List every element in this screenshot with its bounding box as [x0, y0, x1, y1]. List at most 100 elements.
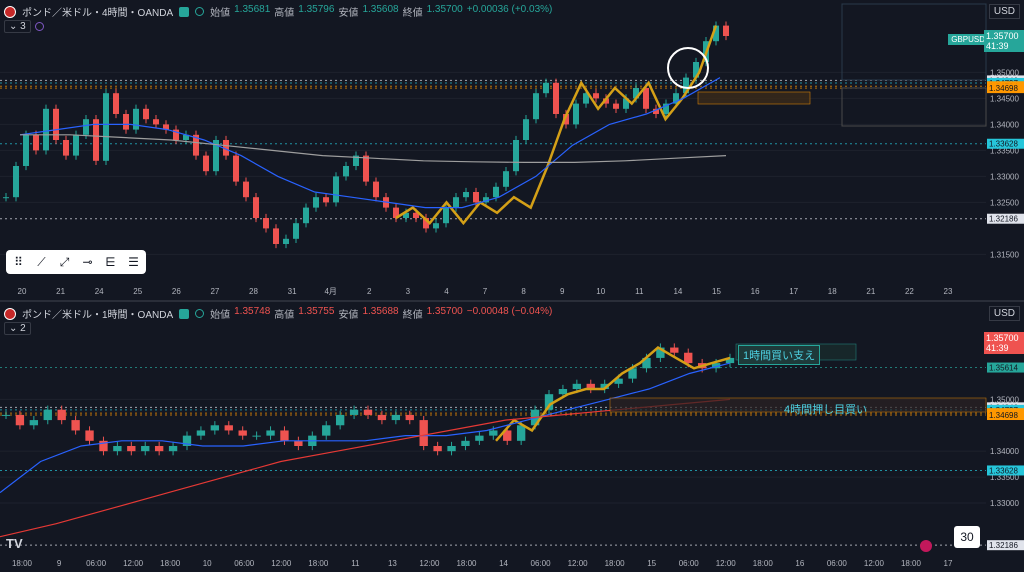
x-tick-label: 18: [828, 287, 837, 296]
chart-pane-1h[interactable]: 1.350001.340001.335001.330001.356141.348…: [0, 302, 1024, 572]
candle-body: [210, 425, 220, 431]
current-price-label: 1.35700 41:39: [984, 332, 1024, 354]
x-tick-label: 4月: [324, 287, 336, 296]
annotation-1h-support[interactable]: 1時間買い支え: [738, 345, 821, 365]
candle-body: [628, 368, 637, 379]
currency-button[interactable]: USD: [988, 4, 1020, 19]
candle-body: [713, 25, 719, 42]
candle-body: [83, 119, 89, 135]
price-label-bg: [987, 465, 1024, 476]
x-tick-label: 18:00: [605, 559, 626, 568]
candle-body: [461, 440, 470, 446]
candle-body: [391, 414, 401, 421]
candle-body: [684, 352, 693, 364]
trendline-tool-icon[interactable]: ⟋: [37, 254, 46, 269]
price-label-bg: [987, 138, 1024, 149]
price-label: 1.34698: [989, 84, 1018, 93]
open-value: 1.35681: [234, 4, 271, 15]
candle-body: [353, 155, 359, 166]
indicator-row: ⌄ 2: [4, 322, 31, 335]
x-tick-label: 12:00: [271, 559, 292, 568]
annotation-4h-dip[interactable]: 4時間押し目買い: [784, 404, 868, 416]
x-tick-label: 18:00: [901, 559, 922, 568]
candle-body: [252, 435, 261, 437]
x-tick-label: 12:00: [864, 559, 885, 568]
y-tick-label: 1.33500: [990, 146, 1019, 155]
candle-body: [113, 93, 119, 114]
drag-handle-icon[interactable]: ⠿: [14, 255, 23, 269]
symbol-title[interactable]: ポンド／米ドル・1時間・OANDA: [22, 310, 174, 321]
candle-body: [196, 430, 206, 436]
candle-body: [453, 197, 459, 208]
fib-tool-icon[interactable]: ⋿: [105, 255, 116, 269]
candle-body: [523, 119, 529, 140]
y-tick-label: 1.34000: [990, 447, 1019, 456]
indicator-count: 2: [20, 323, 26, 334]
candle-body: [323, 197, 329, 203]
low-value: 1.35608: [362, 4, 399, 15]
x-tick-label: 9: [560, 287, 565, 296]
chart-pane-4h[interactable]: 1.35000 1.34500 1.34000 1.33500 1.33000 1.325…: [0, 0, 1024, 300]
corner-number[interactable]: 30: [954, 526, 980, 548]
x-tick-label: 28: [249, 287, 258, 296]
x-tick-label: 4: [444, 287, 449, 296]
candle-body: [544, 394, 554, 410]
ray-tool-icon[interactable]: ⊸: [82, 255, 93, 269]
lines-tool-icon[interactable]: ☰: [128, 255, 139, 269]
candle-body: [63, 140, 69, 156]
currency-button[interactable]: USD: [988, 306, 1020, 321]
x-tick-label: 20: [18, 287, 27, 296]
candle-body: [643, 88, 649, 109]
candle-body: [642, 357, 651, 369]
candle-body: [294, 440, 303, 446]
x-tick-label: 16: [751, 287, 760, 296]
high-value: 1.35755: [298, 306, 335, 317]
y-tick-label: 1.34500: [990, 94, 1019, 103]
candle-body: [133, 108, 139, 130]
x-tick-label: 24: [95, 287, 104, 296]
chart-canvas-4h[interactable]: 1.35000 1.34500 1.34000 1.33500 1.33000 1.325…: [0, 0, 1024, 300]
indicator-icon[interactable]: [34, 22, 44, 31]
candle-body: [656, 347, 665, 358]
candle-body: [489, 430, 498, 436]
x-tick-label: 18:00: [308, 559, 329, 568]
indicator-toggle[interactable]: ⌄ 3: [4, 20, 31, 33]
close-value: 1.35700: [426, 306, 463, 317]
x-tick-label: 26: [172, 287, 181, 296]
x-tick-label: 21: [56, 287, 65, 296]
indicator-count: 3: [20, 21, 26, 32]
price-label: 1.33628: [989, 466, 1018, 475]
price-label: 1.35614: [989, 364, 1018, 373]
indicator-toggle[interactable]: ⌄ 2: [4, 322, 31, 335]
candle-body: [373, 181, 379, 198]
candle-body: [3, 197, 9, 199]
x-tick-label: 12:00: [568, 559, 589, 568]
candle-body: [73, 134, 79, 156]
current-price: 1.35700: [986, 31, 1019, 41]
chart-canvas-1h[interactable]: 1.350001.340001.335001.330001.356141.348…: [0, 302, 1024, 572]
swing-line: [495, 345, 731, 442]
candle-body: [333, 176, 339, 203]
symbol-title[interactable]: ポンド／米ドル・4時間・OANDA: [22, 8, 174, 19]
price-label-bg: [987, 362, 1024, 373]
path-tool-icon[interactable]: ⤢: [59, 254, 70, 269]
candle-body: [503, 171, 509, 187]
candle-body: [93, 119, 99, 161]
candle-body: [173, 129, 179, 140]
checkmark-icon: [179, 6, 190, 17]
candle-body: [623, 98, 629, 109]
pane-divider[interactable]: [0, 300, 1024, 302]
candle-body: [433, 223, 439, 229]
x-tick-label: 17: [789, 287, 798, 296]
x-tick-label: 06:00: [86, 559, 107, 568]
ma_fast-line: [0, 362, 731, 494]
candle-body: [433, 446, 442, 452]
x-tick-label: 10: [596, 287, 605, 296]
candle-body: [99, 440, 108, 452]
candle-body: [183, 134, 189, 140]
x-tick-label: 18:00: [753, 559, 774, 568]
candle-body: [600, 383, 609, 389]
candle-body: [423, 218, 429, 229]
candle-body: [153, 119, 159, 125]
y-tick-label: 1.33000: [990, 172, 1019, 181]
